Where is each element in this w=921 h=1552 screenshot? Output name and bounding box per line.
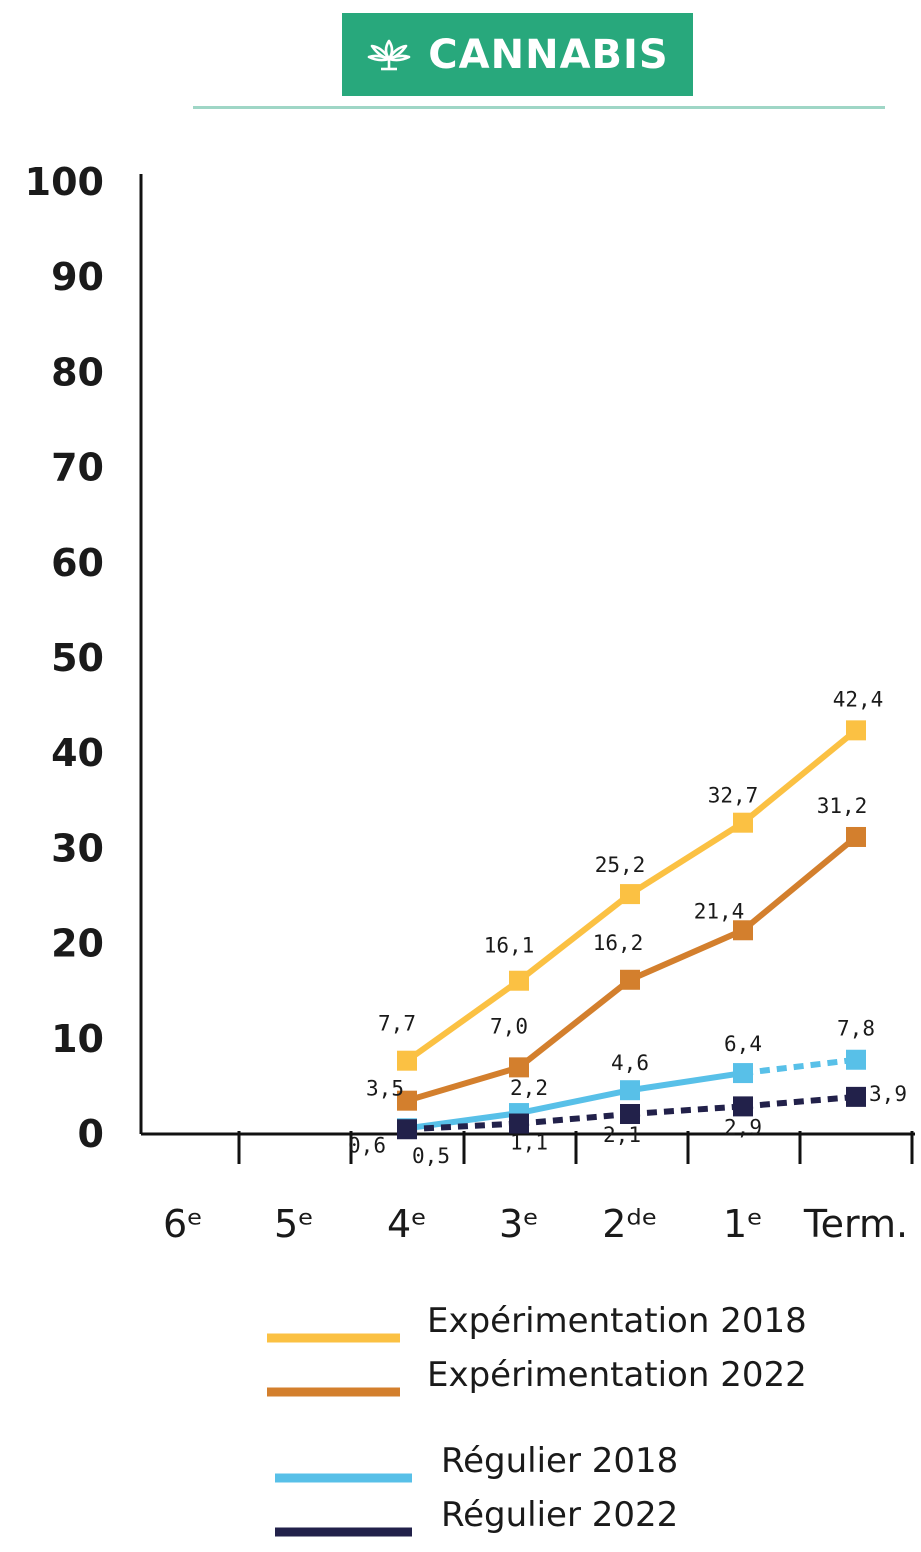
series-segment: [742, 1093, 857, 1110]
series-segment: [518, 1087, 631, 1116]
y-tick-label: 80: [51, 350, 104, 394]
data-point: [733, 920, 753, 941]
data-point: [846, 720, 866, 741]
series-segment: [406, 1064, 520, 1104]
data-label: 6,4: [724, 1032, 762, 1056]
y-axis-ticks: 0 10 20 30 40 50 60 70 80 90 100: [25, 160, 104, 1156]
series-1: 3,5 7,0 16,2 21,4 31,2: [366, 794, 867, 1111]
data-point: [509, 970, 529, 991]
series-segment: [628, 820, 745, 897]
data-label: 16,2: [593, 931, 644, 955]
data-label: 4,6: [611, 1051, 649, 1075]
header-badge: CANNABIS: [342, 13, 693, 96]
data-label: 32,7: [708, 784, 759, 808]
series-3: 0,5 1,1 2,1 2,9 3,9: [397, 1082, 907, 1168]
data-point: [620, 1080, 640, 1101]
data-label: 31,2: [817, 794, 868, 818]
series-0: 7,7 16,1 25,2 32,7 42,4: [378, 687, 884, 1071]
y-tick-label: 40: [51, 731, 104, 775]
data-point: [733, 1096, 753, 1117]
data-label: 2,2: [510, 1076, 548, 1100]
y-tick-label: 90: [51, 255, 104, 299]
series-segment: [741, 834, 858, 933]
data-label: 7,8: [837, 1017, 875, 1041]
series-segment: [406, 1120, 520, 1133]
y-tick-label: 100: [25, 160, 104, 204]
x-tick-label: 1ᵉ: [723, 1202, 763, 1246]
series-segment: [628, 927, 745, 983]
y-tick-label: 20: [51, 922, 104, 966]
y-tick-label: 50: [51, 636, 104, 680]
data-point: [620, 969, 640, 990]
series-segment: [741, 728, 858, 826]
x-tick-label: 4ᵉ: [387, 1202, 427, 1246]
series-segment: [405, 978, 521, 1064]
header-title: CANNABIS: [428, 31, 669, 78]
legend-label: Expérimentation 2022: [427, 1355, 807, 1395]
x-tick-label: 6ᵉ: [163, 1202, 203, 1246]
data-point: [733, 1063, 753, 1084]
x-tick-label: 3ᵉ: [499, 1202, 539, 1246]
data-label: 2,1: [603, 1123, 641, 1147]
series-layer: 7,7 16,1 25,2 32,7 42,4 3,5 7,0 16,2 21,4 31,2 0,6…: [348, 687, 907, 1168]
data-label: 7,0: [490, 1014, 528, 1038]
y-tick-label: 0: [78, 1112, 104, 1156]
data-point: [397, 1090, 417, 1111]
series-segment: [629, 1103, 744, 1118]
series-segment: [742, 1056, 857, 1077]
x-tick-label: Term.: [803, 1202, 908, 1246]
data-point: [509, 1113, 529, 1134]
data-label: 25,2: [595, 853, 646, 877]
data-label: 42,4: [833, 687, 884, 711]
data-point: [846, 1086, 866, 1107]
data-label: 16,1: [484, 934, 535, 958]
header-rule: [193, 106, 885, 109]
axes: [139, 174, 915, 1136]
data-label: 0,6: [348, 1133, 386, 1157]
series-segment: [629, 1070, 744, 1094]
legend-label: Régulier 2022: [441, 1495, 678, 1535]
data-label: 3,9: [869, 1082, 907, 1106]
data-label: 1,1: [510, 1131, 548, 1155]
series-segment: [517, 977, 632, 1070]
data-label: 0,5: [412, 1144, 450, 1168]
y-tick-label: 10: [51, 1017, 104, 1061]
data-label: 7,7: [378, 1012, 416, 1036]
data-point: [397, 1119, 417, 1140]
data-point: [846, 1049, 866, 1070]
legend-label: Expérimentation 2018: [427, 1301, 807, 1341]
y-tick-label: 30: [51, 826, 104, 870]
data-label: 3,5: [366, 1077, 404, 1101]
cannabis-leaf-icon: [367, 39, 411, 70]
data-point: [846, 826, 866, 847]
x-axis-ticks: 6ᵉ 5ᵉ 4ᵉ 3ᵉ 2ᵈᵉ 1ᵉ Term.: [163, 1131, 914, 1246]
legend: Expérimentation 2018 Expérimentation 2022…: [267, 1301, 807, 1537]
data-label: 2,9: [724, 1115, 762, 1139]
data-point: [397, 1050, 417, 1071]
data-point: [509, 1057, 529, 1078]
y-tick-label: 60: [51, 541, 104, 585]
data-point: [733, 812, 753, 833]
series-segment: [518, 1111, 631, 1127]
data-label: 21,4: [694, 899, 745, 923]
data-point: [620, 884, 640, 905]
x-tick-label: 2ᵈᵉ: [602, 1202, 657, 1246]
x-tick-label: 5ᵉ: [274, 1202, 314, 1246]
series-segment: [517, 891, 632, 984]
y-tick-label: 70: [51, 446, 104, 490]
legend-label: Régulier 2018: [441, 1441, 678, 1481]
data-point: [620, 1104, 640, 1125]
